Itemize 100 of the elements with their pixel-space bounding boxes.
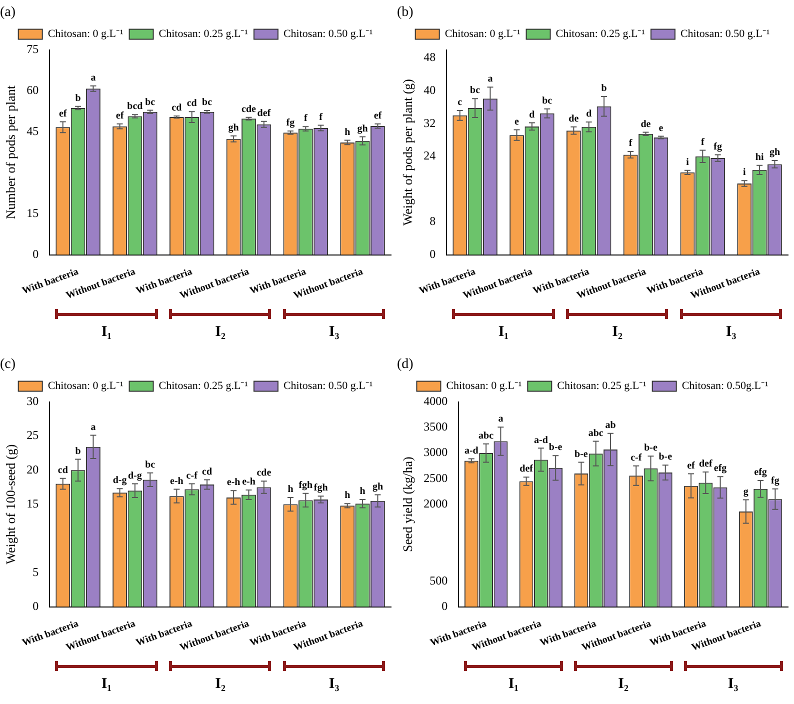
text: I₃ <box>328 324 340 341</box>
data-label: bc <box>145 459 156 470</box>
data-label: ab <box>605 420 616 431</box>
data-label: b <box>75 92 82 104</box>
data-label: e-h <box>226 477 241 488</box>
text: I₁ <box>507 676 520 693</box>
data-label: a <box>488 74 493 85</box>
data-label: ef <box>374 110 382 122</box>
data-label: h <box>288 484 294 496</box>
text: I₁ <box>497 324 510 341</box>
data-label: abc <box>588 428 604 439</box>
y-tick-label: 15 <box>26 496 39 510</box>
chart-title: (a) <box>0 5 16 20</box>
data-label: def <box>520 464 534 475</box>
y-tick-label: 20 <box>26 462 39 476</box>
data-label: e-h <box>170 476 184 487</box>
text: I₁ <box>100 324 113 341</box>
data-label: i <box>686 156 690 168</box>
y-tick-label: 0 <box>32 246 39 261</box>
y-tick-label: 30 <box>26 394 39 408</box>
y-tick-label: 3000 <box>424 445 448 460</box>
legend-label: Chitosan: 0.25 g.L⁻¹ <box>158 380 248 392</box>
data-label: ef <box>687 460 696 472</box>
data-label: c-f <box>186 470 198 482</box>
data-label: b-e <box>644 442 658 454</box>
y-tick-label: 500 <box>430 573 448 588</box>
text: I₂ <box>611 324 624 341</box>
legend-label: Chitosan: 0 g.L⁻¹ <box>48 28 124 40</box>
y-tick-label: 8 <box>430 214 436 228</box>
data-label: hi <box>755 152 764 163</box>
data-label: cd <box>186 98 198 110</box>
data-label: abc <box>478 430 494 442</box>
text: I₂ <box>617 676 630 693</box>
data-label: fgh <box>314 482 328 494</box>
data-label: b-e <box>658 452 673 463</box>
y-axis-title: Weight of pods per plant (g) <box>400 78 416 226</box>
data-label: f <box>700 136 705 148</box>
data-label: a <box>90 72 96 84</box>
data-label: ef <box>58 108 68 120</box>
text: I₃ <box>328 676 340 693</box>
y-tick-label: 48 <box>424 50 436 64</box>
text: I₂ <box>214 324 226 341</box>
data-label: de <box>568 113 580 124</box>
y-axis-title: Weight of 100-seed (g) <box>3 444 18 564</box>
data-label: cde <box>242 104 257 115</box>
data-label: e <box>514 116 520 128</box>
data-label: bc <box>202 97 213 108</box>
chart-title: (d) <box>397 357 414 372</box>
data-label: h <box>344 126 351 138</box>
data-label: c-f <box>630 452 642 464</box>
data-label: efg <box>754 467 767 478</box>
data-label: gh <box>228 122 240 134</box>
y-axis-title: Seed yield (kg/ha) <box>400 456 416 552</box>
legend-label: Chitosan: 0.50g.L⁻¹ <box>682 380 768 392</box>
data-label: fg <box>771 476 780 487</box>
text: I₂ <box>214 676 226 693</box>
y-tick-label: 0 <box>430 246 436 261</box>
y-tick-label: 4000 <box>424 394 448 408</box>
chart-title: (b) <box>397 5 414 20</box>
data-label: e <box>658 122 664 134</box>
data-label: fg <box>714 141 722 152</box>
data-label: b-e <box>548 442 563 454</box>
data-label: f <box>628 138 633 150</box>
data-label: cd <box>202 466 212 478</box>
legend-label: Chitosan: 0.25 g.L⁻¹ <box>158 28 248 40</box>
data-label: a-d <box>534 434 548 446</box>
data-label: e-h <box>242 476 256 488</box>
y-tick-label: 2500 <box>424 470 448 485</box>
y-tick-label: 15 <box>26 206 39 220</box>
y-tick-label: 25 <box>26 428 39 442</box>
data-label: d <box>586 108 592 120</box>
legend-label: Chitosan: 0 g.L⁻¹ <box>446 380 522 392</box>
data-label: d <box>529 109 536 120</box>
data-label: f <box>319 112 324 123</box>
y-tick-label: 2000 <box>424 496 448 510</box>
y-tick-label: 0 <box>442 598 448 613</box>
legend-label: Chitosan: 0.50 g.L⁻¹ <box>680 28 770 40</box>
data-label: d-g <box>128 470 142 482</box>
data-label: h <box>344 490 351 502</box>
data-label: def <box>257 108 272 119</box>
data-label: def <box>698 458 713 470</box>
data-label: a <box>498 414 504 425</box>
data-label: h <box>360 486 366 498</box>
data-label: efg <box>714 463 727 474</box>
text: I₃ <box>726 676 740 693</box>
data-label: gh <box>769 147 780 158</box>
y-tick-label: 24 <box>424 148 436 163</box>
y-tick-label: 45 <box>26 124 39 138</box>
data-label: bcd <box>127 101 144 112</box>
data-label: de <box>640 118 652 130</box>
data-label: b <box>601 83 608 94</box>
data-label: cd <box>172 102 182 114</box>
y-tick-label: 60 <box>26 82 39 97</box>
legend-label: Chitosan: 0 g.L⁻¹ <box>48 380 124 392</box>
legend-label: Chitosan: 0 g.L⁻¹ <box>444 28 520 40</box>
data-label: bc <box>145 96 156 108</box>
data-label: gh <box>372 481 384 492</box>
data-label: cde <box>256 468 272 479</box>
data-label: fg <box>286 118 295 129</box>
data-label: g <box>743 486 748 498</box>
